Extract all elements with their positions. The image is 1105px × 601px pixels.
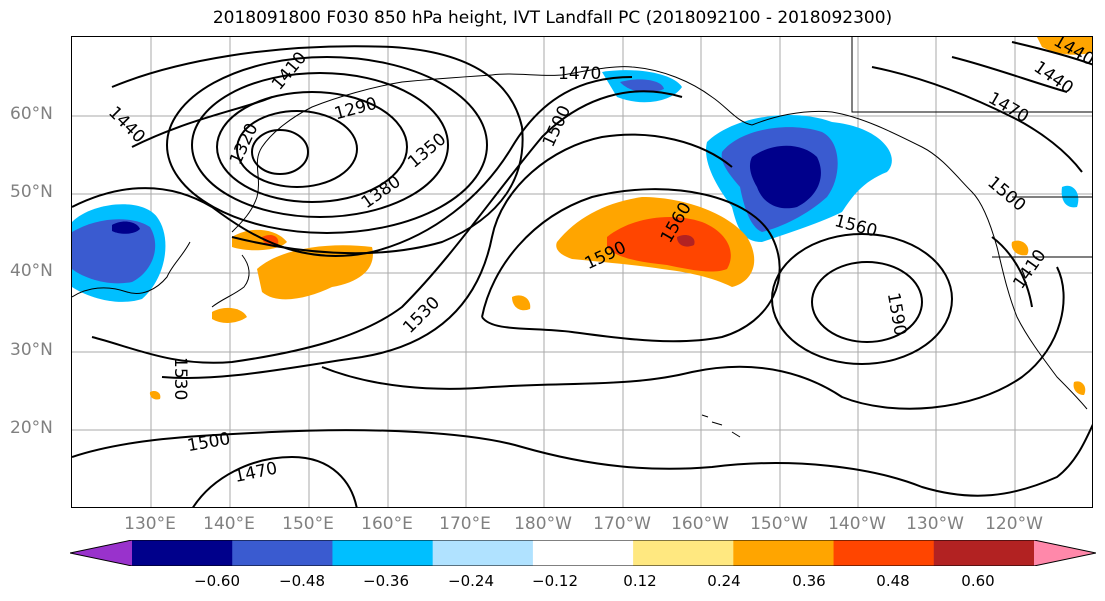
contour-label: 1290 [332,94,379,125]
contour-label: 1590 [883,291,910,337]
map-area: 1410 1470 1290 1320 1350 1380 1440 1500 … [71,36,1093,508]
contour-label: 1470 [558,64,601,84]
colorbar-tick: 0.36 [792,572,826,590]
colorbar-tick: 0.48 [876,572,910,590]
colorbar-tick: −0.48 [279,572,325,590]
colorbar-cell [833,540,935,566]
contour-label: 1560 [832,211,879,242]
colorbar-tick: −0.36 [363,572,409,590]
lon-label: 180°W [514,514,572,534]
lat-label: 50°N [10,182,53,202]
map-canvas: 1410 1470 1290 1320 1350 1380 1440 1500 … [72,37,1092,507]
lon-label: 160°E [361,514,413,534]
lat-label: 30°N [10,340,53,360]
colorbar-cell [332,540,434,566]
colorbar-cell [132,540,233,566]
map-title: 2018091800 F030 850 hPa height, IVT Land… [212,8,893,28]
contour-label: 1440 [1030,57,1077,98]
colorbar-cell [232,540,333,566]
contour-label: 1440 [104,103,149,148]
colorbar-tick: 0.60 [961,572,995,590]
contour-label: 1410 [268,48,311,94]
colorbar-cell [532,540,634,566]
colorbar-tick: 0.24 [707,572,741,590]
colorbar-cell [733,540,835,566]
contour-label: 1470 [985,88,1032,127]
colorbar-right-arrow [1034,540,1096,566]
lon-label: 120°W [985,514,1043,534]
colorbar [70,540,1096,566]
colorbar-tick: 0.12 [623,572,657,590]
lon-label: 170°E [439,514,491,534]
contour-label: 1530 [170,357,190,400]
lat-label: 20°N [10,418,53,438]
lon-label: 150°W [750,514,808,534]
colorbar-left-arrow [70,540,132,566]
graticule [72,37,1092,507]
ivt-shading [72,37,1092,400]
colorbar-cell [933,540,1035,566]
coastlines [72,37,1092,438]
lon-label: 140°E [203,514,255,534]
height-contours [72,41,1092,507]
contour-label: 1530 [399,293,444,338]
lon-label: 140°W [828,514,886,534]
lon-label: 150°E [282,514,334,534]
colorbar-cell [633,540,734,566]
colorbar-tick: −0.60 [194,572,240,590]
colorbar-tick: −0.24 [448,572,494,590]
contour-label: 1470 [233,458,279,487]
lon-label: 170°W [593,514,651,534]
colorbar-tick: −0.12 [532,572,578,590]
lon-label: 130°E [124,514,176,534]
lon-label: 130°W [906,514,964,534]
lat-label: 40°N [10,261,53,281]
lon-label: 160°W [671,514,729,534]
contour-label: 1380 [358,172,405,213]
contour-label: 1500 [186,429,232,456]
lat-label: 60°N [10,104,53,124]
colorbar-cell [432,540,534,566]
